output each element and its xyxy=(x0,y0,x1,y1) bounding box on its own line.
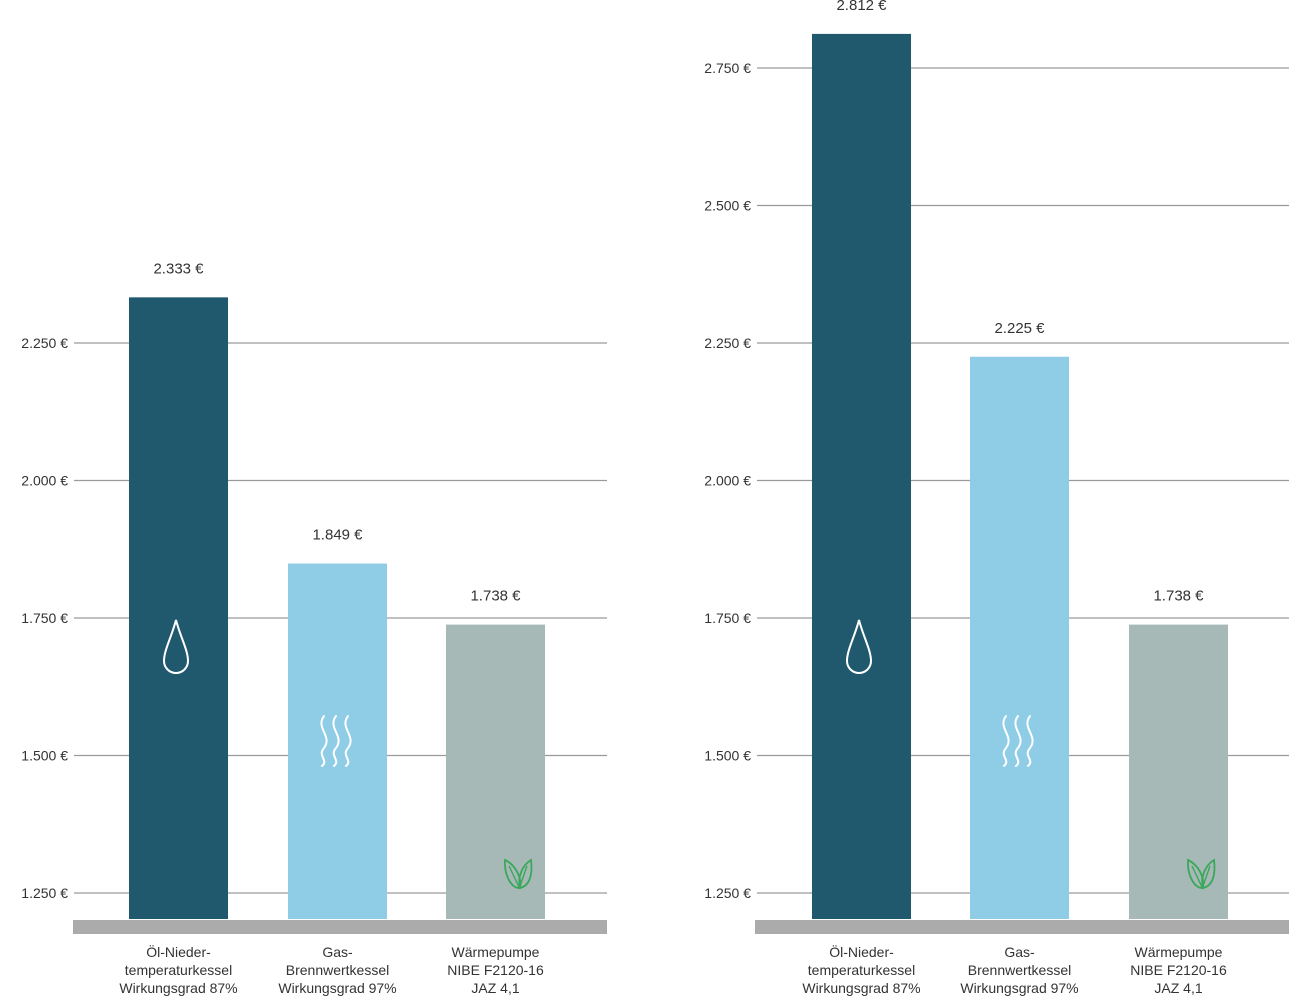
x-category-label: Wärmepumpe xyxy=(1135,944,1223,960)
y-tick-label: 2.500 € xyxy=(704,198,751,214)
x-category-label: temperaturkessel xyxy=(808,962,915,978)
y-tick-label: 1.750 € xyxy=(704,610,751,626)
x-category-label: JAZ 4,1 xyxy=(1154,980,1202,996)
x-category-label: Brennwertkessel xyxy=(286,962,390,978)
bar-value-label: 2.333 € xyxy=(153,260,204,277)
x-category-label: Wärmepumpe xyxy=(452,944,540,960)
drop-icon xyxy=(845,619,873,674)
drop-icon xyxy=(162,619,190,674)
leaf-icon xyxy=(1187,858,1216,890)
bar xyxy=(1129,624,1228,919)
bar xyxy=(446,624,545,919)
leaf-icon xyxy=(504,858,533,890)
bar xyxy=(288,563,387,919)
chart-panel-1: 1.250 € 1.500 € 1.750 € 2.000 € 2.250 € 2.333… xyxy=(21,260,607,996)
x-category-label: Öl-Nieder- xyxy=(829,943,894,960)
bar-value-label: 2.225 € xyxy=(994,320,1045,337)
x-category-label: Öl-Nieder- xyxy=(146,943,211,960)
x-category-label: JAZ 4,1 xyxy=(471,980,519,996)
y-tick-label: 2.750 € xyxy=(704,60,751,76)
bar xyxy=(129,297,228,920)
y-tick-label: 1.250 € xyxy=(704,885,751,901)
y-tick-label: 2.000 € xyxy=(704,473,751,489)
bar-value-label: 2.812 € xyxy=(836,0,887,14)
y-tick-label: 1.500 € xyxy=(21,748,68,764)
x-category-label: Wirkungsgrad 97% xyxy=(278,980,396,996)
y-tick-label: 2.000 € xyxy=(21,473,68,489)
heat-waves-icon xyxy=(320,715,352,767)
bar-value-label: 1.849 € xyxy=(312,527,363,544)
y-tick-label: 1.250 € xyxy=(21,885,68,901)
y-tick-label: 2.250 € xyxy=(21,335,68,351)
y-tick-label: 1.750 € xyxy=(21,610,68,626)
x-category-label: Wirkungsgrad 87% xyxy=(802,980,920,996)
x-category-label: Gas- xyxy=(322,944,353,960)
bar-value-label: 1.738 € xyxy=(470,588,521,605)
axis-baseline xyxy=(755,920,1289,934)
bar-value-label: 1.738 € xyxy=(1153,588,1204,605)
x-category-label: Brennwertkessel xyxy=(968,962,1072,978)
chart-panel-2: 1.250 € 1.500 € 1.750 € 2.000 € 2.250 € 2.500… xyxy=(704,0,1289,996)
x-category-label: NIBE F2120-16 xyxy=(1130,962,1227,978)
y-tick-label: 2.250 € xyxy=(704,335,751,351)
x-category-label: Wirkungsgrad 87% xyxy=(119,980,237,996)
bar xyxy=(812,33,911,919)
x-category-label: Gas- xyxy=(1004,944,1035,960)
x-category-label: temperaturkessel xyxy=(125,962,232,978)
heat-waves-icon xyxy=(1002,715,1034,767)
x-category-label: Wirkungsgrad 97% xyxy=(960,980,1078,996)
y-tick-label: 1.500 € xyxy=(704,748,751,764)
x-category-label: NIBE F2120-16 xyxy=(447,962,544,978)
bar xyxy=(970,356,1069,919)
axis-baseline xyxy=(73,920,607,934)
